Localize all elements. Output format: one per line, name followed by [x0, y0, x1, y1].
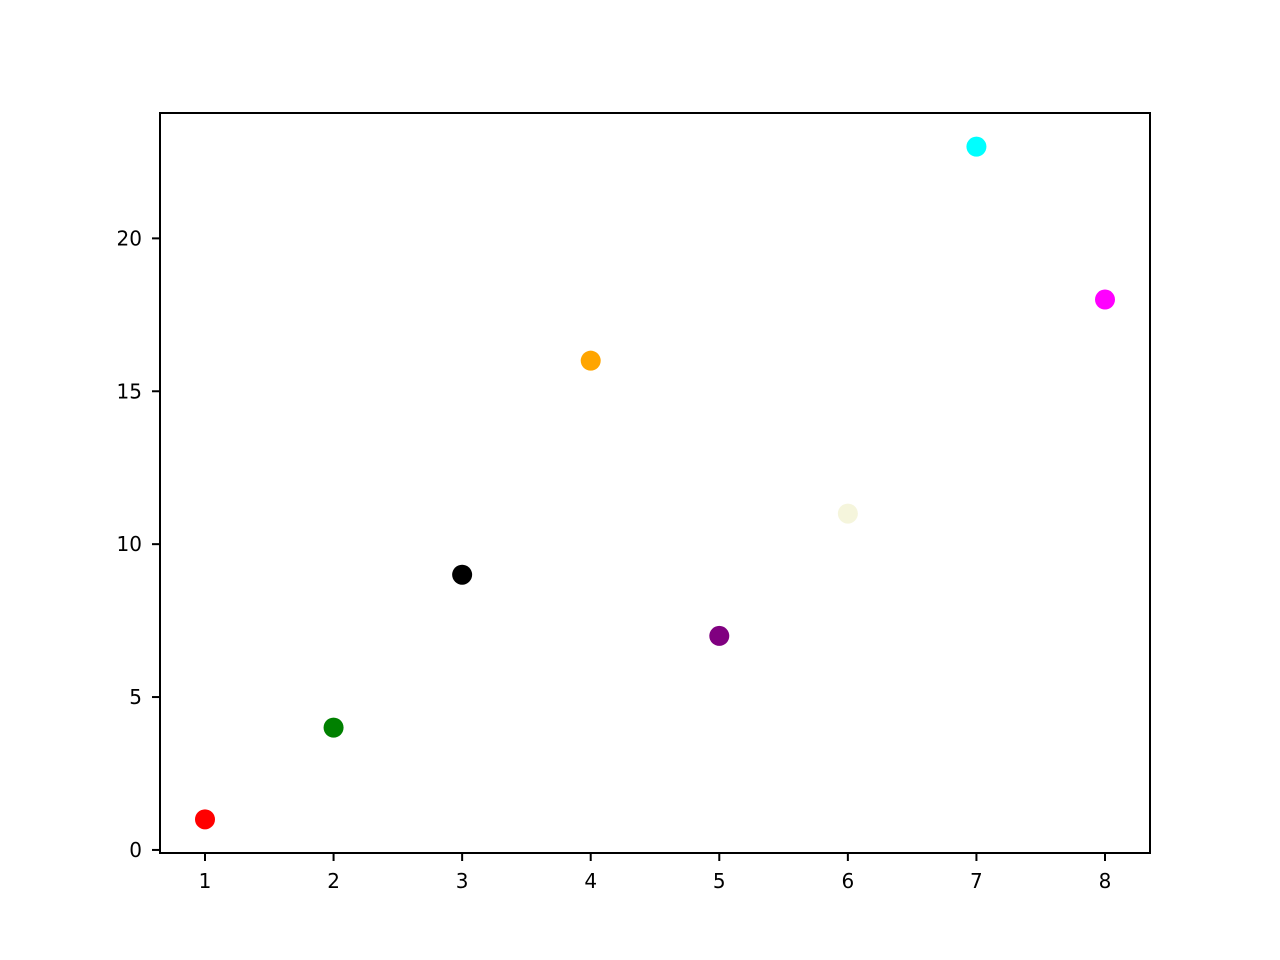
axes-spines — [159, 112, 1151, 854]
x-tick-label: 2 — [327, 869, 340, 893]
scatter-point-red — [195, 809, 215, 830]
y-tick-label: 5 — [129, 685, 142, 709]
scatter-point-green — [323, 717, 344, 738]
x-tick-label: 5 — [713, 869, 726, 893]
y-tick-label: 10 — [117, 532, 142, 556]
scatter-point-black — [452, 564, 473, 585]
x-tick-label: 1 — [199, 869, 212, 893]
x-tick-label: 4 — [584, 869, 597, 893]
scatter-point-cyan — [966, 136, 987, 157]
y-tick-label: 20 — [117, 226, 142, 250]
y-tick-label: 15 — [117, 379, 142, 403]
x-tick-label: 7 — [970, 869, 983, 893]
x-tick-label: 6 — [841, 869, 854, 893]
axis-tick-labels: 1 2 3 4 5 6 7 8 0 5 10 15 20 — [117, 226, 1112, 893]
scatter-points — [195, 136, 1115, 830]
scatter-point-beige — [837, 503, 858, 524]
scatter-point-purple — [709, 625, 730, 646]
axis-ticks — [152, 237, 1106, 861]
scatter-point-magenta — [1095, 289, 1115, 310]
y-tick-label: 0 — [129, 838, 142, 862]
x-tick-label: 3 — [456, 869, 469, 893]
x-tick-label: 8 — [1099, 869, 1112, 893]
scatter-point-orange — [580, 350, 601, 371]
